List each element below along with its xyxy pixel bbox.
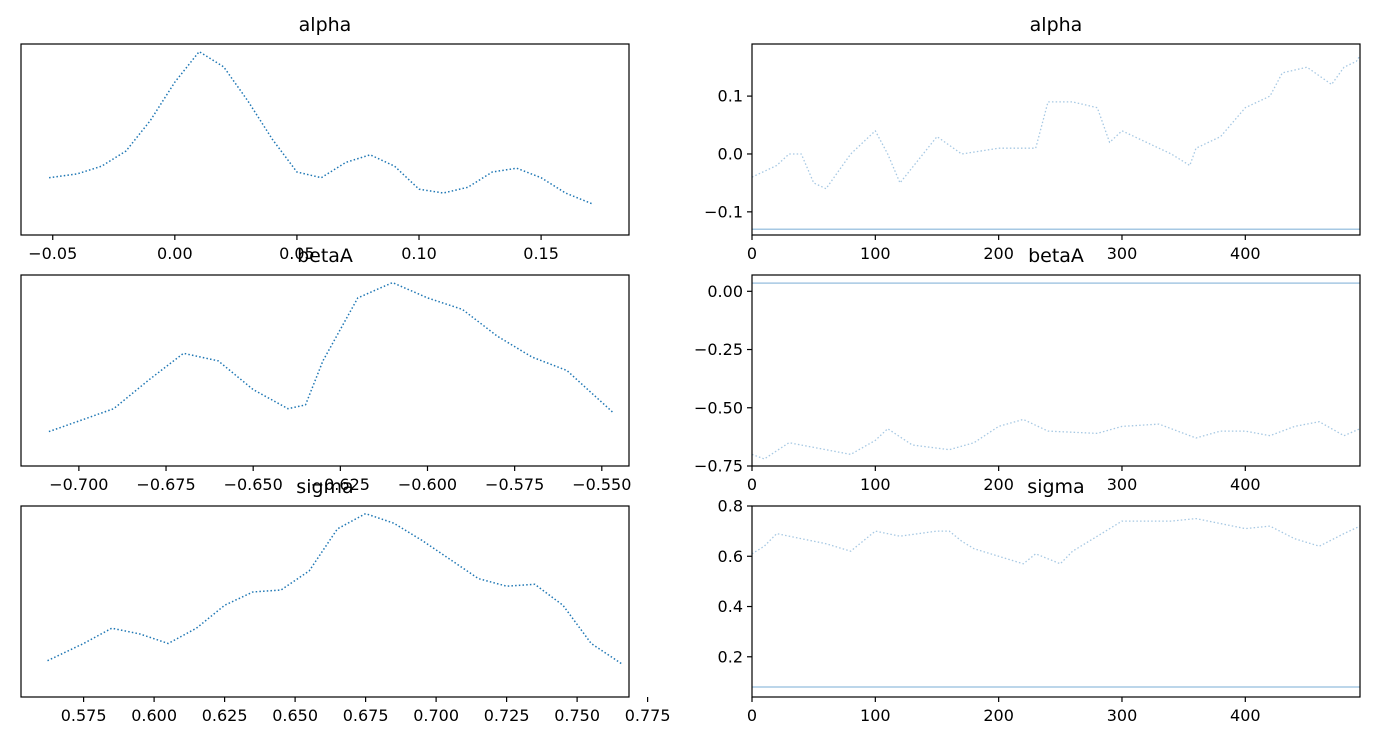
panel-alpha-trace: alpha 0 100 200 300 400 −0.1 0.0 0.1 [704, 14, 1361, 263]
y-tick-label: −0.25 [694, 340, 743, 359]
x-tick-label: 0.675 [343, 706, 389, 725]
y-tick-label: 0.6 [718, 547, 743, 566]
panel-title: betaA [1028, 245, 1084, 267]
y-tick-label: 0.0 [718, 144, 743, 163]
axes-frame [751, 274, 1361, 467]
x-tick-label: 0 [747, 475, 757, 494]
axes-frame [751, 43, 1361, 236]
plot-area: −0.700 −0.675 −0.650 −0.625 −0.600 −0.575 −0.5… [20, 274, 631, 494]
plot-area: 0 100 200 300 400 −0.1 0.0 0.1 [704, 43, 1361, 263]
x-tick-label: 400 [1230, 244, 1261, 263]
plot-area: 0 100 200 300 400 0.2 0.4 0.6 0.8 [718, 497, 1361, 725]
trace-line [751, 418, 1361, 460]
x-tick-label: 200 [983, 706, 1014, 725]
y-tick-label: −0.75 [694, 457, 743, 476]
x-tick-label: 400 [1230, 706, 1261, 725]
panel-title: sigma [1027, 476, 1084, 498]
x-tick-label: 200 [983, 475, 1014, 494]
axes-frame [20, 505, 630, 698]
x-tick-label: 0.775 [625, 706, 671, 725]
x-tick-label: 0.10 [401, 244, 437, 263]
x-tick-label: 0.05 [279, 244, 315, 263]
axes-frame [20, 43, 630, 236]
x-tick-label: 0.600 [131, 706, 177, 725]
plot-area: −0.05 0.00 0.05 0.10 0.15 [20, 43, 630, 263]
y-tick-label: −0.1 [704, 202, 743, 221]
kde-curve [47, 512, 624, 666]
panel-alpha-kde: alpha −0.05 0.00 0.05 0.10 0.15 [20, 14, 630, 263]
x-tick-label: 300 [1107, 244, 1138, 263]
panel-sigma-trace: sigma 0 100 200 300 400 0.2 0.4 0.6 0.8 [718, 476, 1361, 725]
x-tick-label: 0.15 [523, 244, 559, 263]
y-tick-label: 0.8 [718, 497, 743, 516]
panel-title: alpha [1030, 14, 1083, 36]
axes-frame [751, 505, 1361, 698]
panel-sigma-kde: sigma 0.575 0.600 0.625 0.650 0.675 0.700 0.72… [20, 476, 671, 725]
plot-area: 0.575 0.600 0.625 0.650 0.675 0.700 0.725 0.750… [20, 505, 671, 725]
trace-line [751, 55, 1361, 190]
x-tick-label: −0.675 [136, 475, 195, 494]
x-tick-label: −0.600 [398, 475, 457, 494]
x-tick-label: −0.700 [49, 475, 108, 494]
x-tick-label: 0.750 [554, 706, 600, 725]
y-tick-label: 0.2 [718, 647, 743, 666]
x-tick-label: 0.575 [61, 706, 107, 725]
x-tick-label: 0.700 [413, 706, 459, 725]
x-tick-label: −0.575 [485, 475, 544, 494]
x-tick-label: 200 [983, 244, 1014, 263]
y-tick-label: 0.4 [718, 597, 743, 616]
x-tick-label: 0.00 [157, 244, 193, 263]
x-tick-label: 100 [860, 244, 891, 263]
x-tick-label: 100 [860, 706, 891, 725]
panel-betaA-kde: betaA −0.700 −0.675 −0.650 −0.625 −0.600 −0.5… [20, 245, 631, 494]
kde-curve [48, 50, 594, 206]
axes-frame [20, 274, 630, 467]
x-tick-label: 0.650 [272, 706, 318, 725]
panel-title: alpha [299, 14, 352, 36]
x-tick-label: 400 [1230, 475, 1261, 494]
x-tick-label: 0 [747, 706, 757, 725]
x-tick-label: −0.05 [28, 244, 77, 263]
x-tick-label: 0.625 [202, 706, 248, 725]
x-tick-label: −0.625 [311, 475, 370, 494]
x-tick-label: 0 [747, 244, 757, 263]
panel-title: sigma [296, 476, 353, 498]
y-tick-label: −0.50 [694, 398, 743, 417]
x-tick-label: 300 [1107, 475, 1138, 494]
plot-area: 0 100 200 300 400 −0.75 −0.50 −0.25 0.00 [694, 274, 1361, 494]
kde-curve [48, 281, 614, 433]
y-tick-label: 0.1 [718, 87, 743, 106]
x-tick-label: 300 [1107, 706, 1138, 725]
y-tick-label: 0.00 [707, 282, 743, 301]
x-tick-label: 100 [860, 475, 891, 494]
x-tick-label: −0.650 [224, 475, 283, 494]
trace-line [751, 517, 1361, 565]
x-tick-label: 0.725 [484, 706, 530, 725]
x-tick-label: −0.550 [572, 475, 631, 494]
panel-title: betaA [297, 245, 353, 267]
panel-betaA-trace: betaA 0 100 200 300 400 −0.75 −0.50 −0.25 0.00 [694, 245, 1361, 494]
